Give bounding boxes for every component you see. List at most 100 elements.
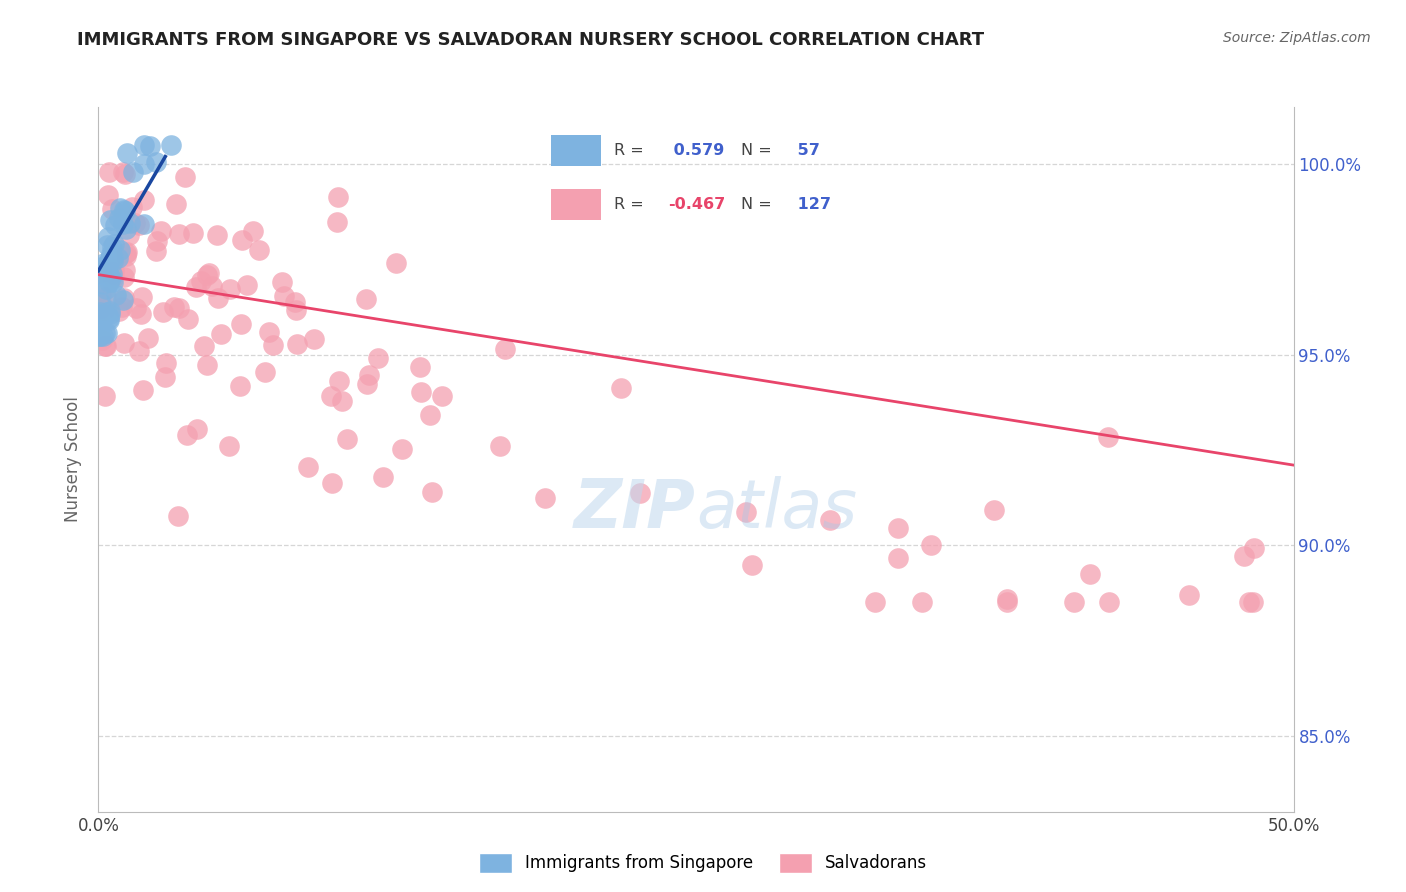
Point	[118, 227, 141, 242]
Point	[336, 433, 359, 447]
Point	[89, 319, 111, 334]
Point	[100, 251, 122, 265]
Point	[149, 224, 172, 238]
Point	[108, 243, 131, 257]
Point	[197, 358, 219, 372]
Point	[115, 244, 138, 259]
Point	[195, 268, 218, 283]
Point	[155, 356, 177, 370]
Point	[131, 290, 153, 304]
Point	[409, 360, 432, 375]
Point	[494, 342, 516, 356]
Point	[983, 503, 1005, 517]
Point	[94, 282, 117, 296]
Point	[115, 222, 138, 236]
Point	[160, 138, 183, 153]
Point	[103, 237, 125, 252]
Point	[97, 187, 120, 202]
Point	[104, 287, 127, 301]
Point	[174, 170, 197, 185]
Point	[97, 229, 120, 244]
Point	[145, 244, 167, 258]
Point	[112, 291, 135, 305]
Point	[887, 521, 910, 535]
Point	[107, 304, 129, 318]
Point	[165, 197, 187, 211]
Point	[146, 234, 169, 248]
Point	[134, 217, 156, 231]
Point	[134, 138, 156, 153]
Point	[995, 592, 1018, 607]
Point	[111, 217, 134, 231]
Point	[207, 227, 229, 242]
Point	[186, 280, 208, 294]
Point	[100, 271, 122, 285]
Point	[247, 243, 270, 257]
Point	[887, 550, 910, 565]
Point	[87, 307, 110, 321]
Point	[432, 389, 454, 403]
Point	[328, 374, 350, 388]
Point	[356, 377, 378, 392]
Point	[259, 325, 281, 339]
Point	[610, 382, 633, 396]
Point	[96, 305, 118, 319]
Point	[136, 331, 159, 345]
Point	[112, 202, 135, 217]
Point	[93, 256, 115, 270]
Point	[111, 300, 134, 314]
Point	[91, 311, 114, 326]
Point	[183, 226, 205, 240]
Point	[90, 297, 112, 311]
Point	[236, 277, 259, 292]
Point	[97, 275, 120, 289]
Point	[98, 165, 121, 179]
Point	[218, 282, 240, 296]
Point	[108, 211, 131, 226]
Point	[734, 505, 756, 519]
Point	[107, 251, 129, 265]
Point	[166, 509, 188, 524]
Point	[285, 302, 308, 317]
Point	[101, 202, 124, 216]
Point	[391, 442, 413, 457]
Point	[1239, 595, 1261, 609]
Point	[112, 335, 135, 350]
Point	[114, 167, 136, 181]
Point	[124, 216, 146, 230]
Point	[98, 306, 121, 320]
Point	[1097, 430, 1119, 444]
Point	[94, 339, 117, 353]
Point	[103, 262, 125, 277]
Point	[111, 293, 134, 308]
Point	[98, 304, 121, 318]
Point	[87, 328, 110, 343]
Point	[152, 305, 174, 319]
Point	[198, 266, 221, 280]
Point	[1063, 595, 1085, 609]
Point	[995, 595, 1018, 609]
Point	[371, 470, 394, 484]
Point	[89, 295, 111, 310]
Point	[209, 327, 232, 342]
Point	[326, 215, 349, 229]
Text: ZIP: ZIP	[574, 475, 696, 541]
Text: IMMIGRANTS FROM SINGAPORE VS SALVADORAN NURSERY SCHOOL CORRELATION CHART: IMMIGRANTS FROM SINGAPORE VS SALVADORAN …	[77, 31, 984, 49]
Point	[111, 165, 134, 179]
Point	[91, 267, 114, 281]
Point	[101, 265, 124, 279]
Point	[121, 200, 143, 214]
Point	[153, 370, 176, 384]
Point	[93, 277, 115, 291]
Point	[231, 317, 253, 331]
Point	[273, 288, 295, 302]
Point	[741, 558, 763, 572]
Point	[242, 224, 264, 238]
Text: Source: ZipAtlas.com: Source: ZipAtlas.com	[1223, 31, 1371, 45]
Point	[231, 233, 253, 247]
Point	[356, 292, 378, 306]
Point	[163, 300, 186, 314]
Point	[1243, 541, 1265, 556]
Point	[176, 428, 198, 442]
Point	[100, 246, 122, 260]
